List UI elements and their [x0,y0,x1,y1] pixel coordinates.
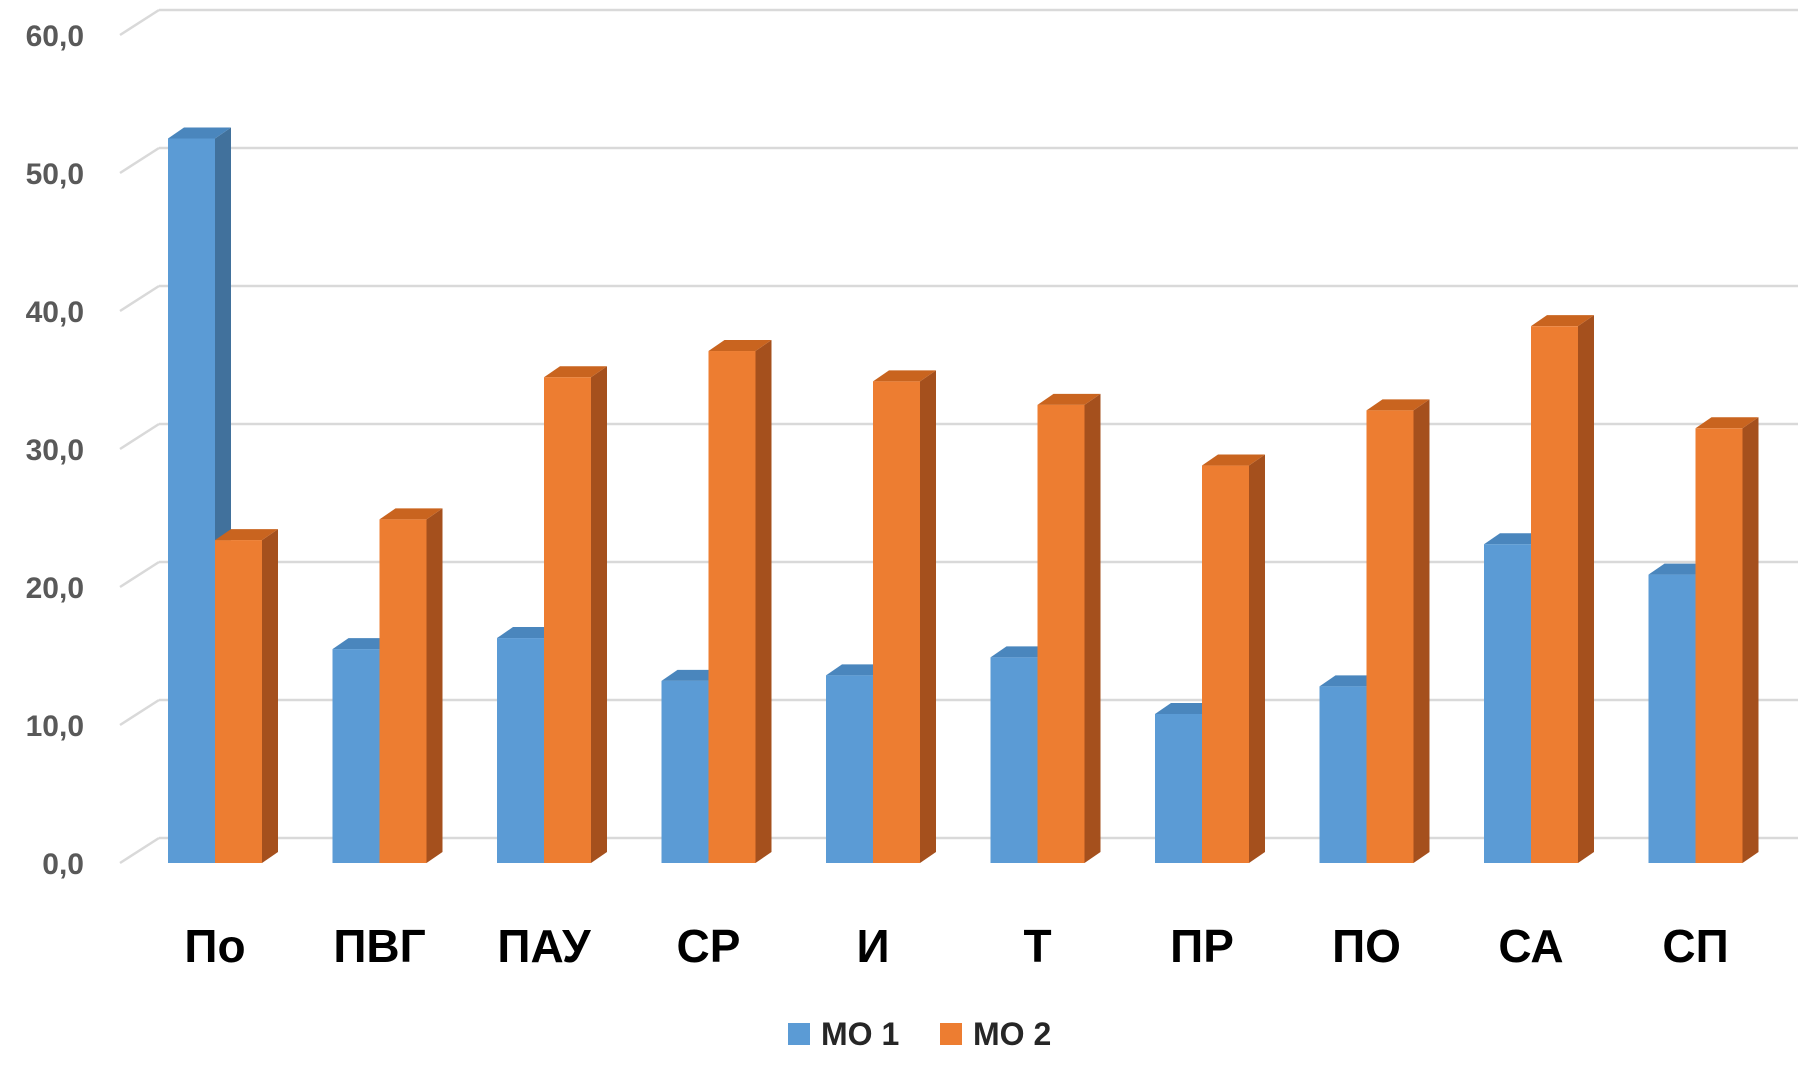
x-tick-label: СП [1662,920,1728,972]
bar-2 [1366,399,1430,863]
x-tick-label: ПВГ [333,920,425,972]
y-tick-label: 50,0 [26,158,84,191]
y-tick-label: 10,0 [26,710,84,743]
legend-swatch [940,1023,962,1045]
y-axis-ticks: 0,0 10,0 20,0 30,0 40,0 50,0 60,0 [26,20,84,881]
bar-2 [1202,454,1265,863]
bar-2 [1695,417,1759,863]
bar-2 [544,366,607,863]
legend-label: МО 2 [973,1016,1051,1052]
gridline [119,284,1798,313]
legend-swatch [788,1023,810,1045]
x-tick-label: По [184,920,245,972]
y-tick-label: 30,0 [26,434,84,467]
bar-2 [1037,393,1101,863]
legend-label: МО 1 [821,1016,899,1052]
legend: МО 1 МО 2 [788,1016,1051,1052]
x-tick-label: ПАУ [497,920,592,972]
x-tick-label: ПР [1170,920,1234,972]
bar-2 [215,529,278,863]
bar-2 [708,340,772,863]
y-tick-label: 60,0 [26,20,84,53]
y-tick-label: 20,0 [26,572,84,605]
y-tick-label: 40,0 [26,296,84,329]
bar-2 [379,508,443,863]
gridline [119,422,1798,451]
x-tick-label: И [856,920,889,972]
bar-2 [873,370,936,863]
x-tick-label: ПО [1332,920,1401,972]
legend-item: МО 1 [788,1016,899,1052]
gridline [119,146,1798,175]
y-tick-label: 0,0 [42,848,84,881]
x-tick-label: СА [1498,920,1563,972]
x-tick-label: Т [1023,920,1051,972]
legend-item: МО 2 [940,1016,1051,1052]
x-axis-ticks: По ПВГ ПАУ СР И Т ПР ПО СА СП [184,920,1728,972]
x-tick-label: СР [677,920,741,972]
bar-2 [1531,315,1594,863]
gridline [119,8,1798,37]
bars [168,127,1759,863]
